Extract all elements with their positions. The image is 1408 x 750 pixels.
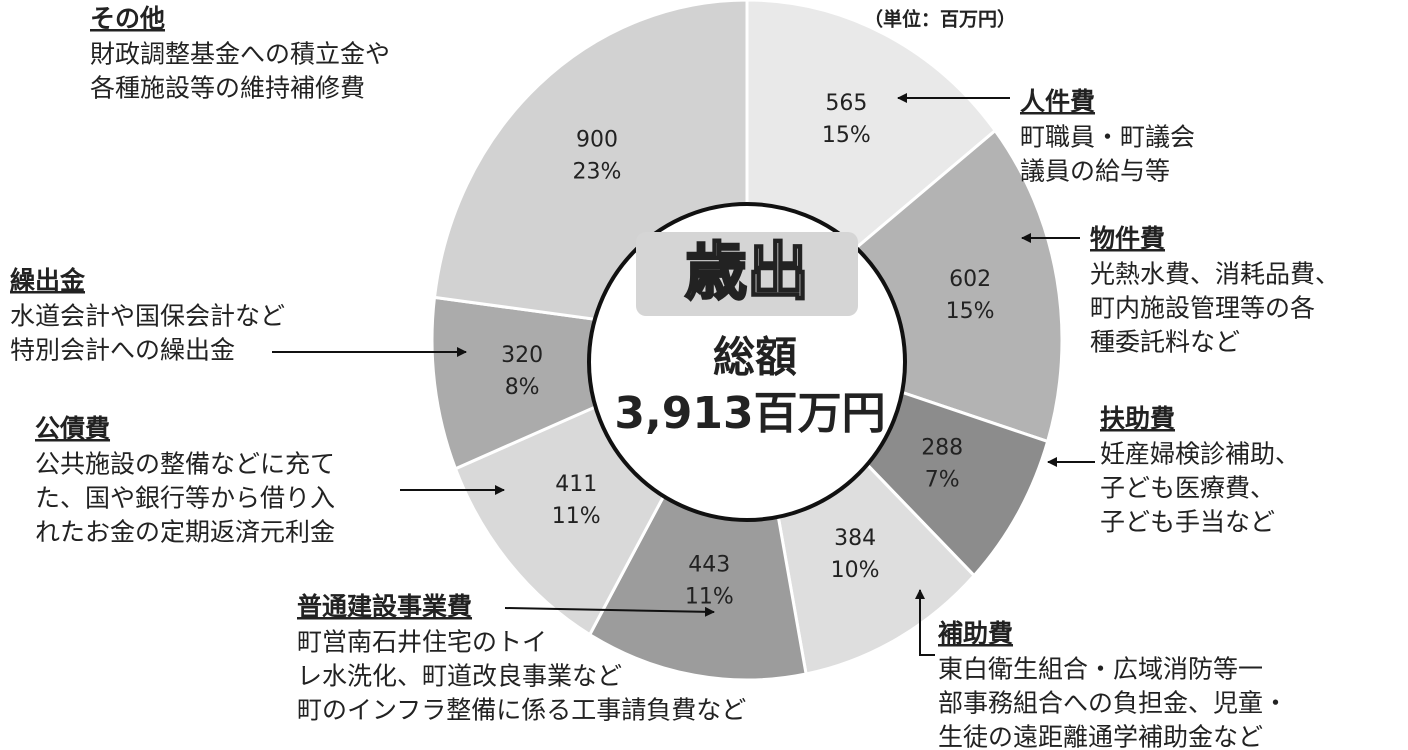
slice-value: 384 — [834, 526, 876, 551]
category-description: 町営南石井住宅のトイ — [297, 628, 547, 657]
slice-value: 443 — [688, 552, 730, 577]
category-title: その他 — [90, 4, 165, 33]
slice-percent: 11% — [685, 584, 734, 609]
slice-percent: 11% — [552, 504, 601, 529]
slice-percent: 15% — [822, 123, 871, 148]
slice-percent: 23% — [573, 159, 622, 184]
category-title: 繰出金 — [10, 266, 86, 295]
slice-percent: 10% — [831, 558, 880, 583]
category-description: た、国や銀行等から借り入 — [35, 484, 335, 513]
category-description: 各種施設等の維持補修費 — [90, 74, 365, 103]
category-description: 町内施設管理等の各 — [1090, 294, 1315, 323]
slice-value: 411 — [555, 472, 597, 497]
category-description: 東白衛生組合・広域消防等一 — [938, 655, 1263, 684]
category-description: 子ども手当など — [1100, 508, 1275, 537]
category-description: 種委託料など — [1090, 328, 1240, 357]
category-title: 補助費 — [937, 619, 1013, 648]
category-description: 子ども医療費、 — [1100, 474, 1275, 503]
center-label: 総額 — [713, 333, 797, 382]
category-title: 人件費 — [1020, 87, 1095, 116]
category-description: 財政調整基金への積立金や — [90, 40, 390, 69]
category-description: れたお金の定期返済元利金 — [35, 518, 335, 547]
category-description: 町のインフラ整備に係る工事請負費など — [297, 696, 746, 725]
slice-value: 320 — [501, 343, 543, 368]
chart: （単位：百万円） 歳出 総額 3,913百万円 人件費町職員・町議会議員の給与等… — [0, 0, 1408, 750]
slice-percent: 7% — [925, 468, 960, 493]
category-description: 公共施設の整備などに充て — [35, 450, 335, 479]
slice-value: 602 — [949, 267, 991, 292]
category-description: 生徒の遠距離通学補助金など — [938, 723, 1263, 750]
category-description: 特別会計への繰出金 — [10, 336, 235, 365]
category-title: 普通建設事業費 — [297, 592, 472, 621]
category-description: 町職員・町議会 — [1020, 123, 1195, 152]
category-description: 妊産婦検診補助、 — [1100, 440, 1300, 469]
category-description: レ水洗化、町道改良事業など — [297, 662, 622, 691]
category-description: 水道会計や国保会計など — [10, 302, 285, 331]
category-title: 公債費 — [35, 414, 110, 443]
slice-percent: 15% — [946, 299, 995, 324]
category-description: 光熱水費、消耗品費、 — [1090, 260, 1340, 289]
slice-value: 288 — [921, 436, 963, 461]
category-title: 扶助費 — [1100, 404, 1175, 433]
slice-percent: 8% — [505, 375, 540, 400]
slice-value: 565 — [825, 91, 867, 116]
slice-value: 900 — [576, 127, 618, 152]
center-title: 歳出 — [685, 235, 809, 308]
center-total: 3,913百万円 — [614, 388, 885, 439]
unit-note: （単位：百万円） — [864, 8, 1016, 31]
category-description: 議員の給与等 — [1020, 157, 1170, 186]
category-title: 物件費 — [1090, 224, 1165, 253]
category-description: 部事務組合への負担金、児童・ — [938, 689, 1288, 718]
